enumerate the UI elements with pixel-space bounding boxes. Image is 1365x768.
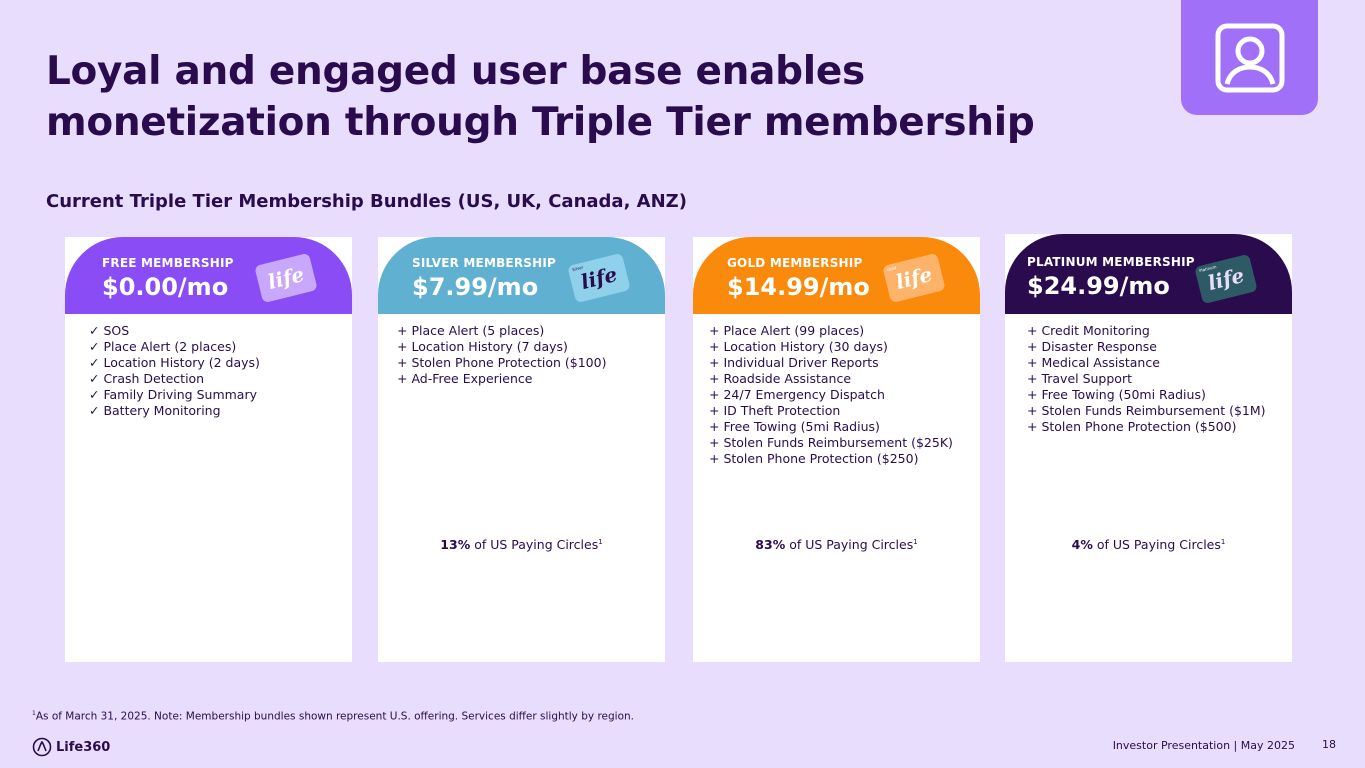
list-item: + Stolen Phone Protection ($100)	[397, 355, 607, 370]
section-subtitle: Current Triple Tier Membership Bundles (…	[46, 191, 687, 212]
title-line-2: monetization through Triple Tier members…	[46, 100, 1035, 145]
list-item: + Medical Assistance	[1027, 355, 1160, 370]
feature-list: ✓ SOS ✓ Place Alert (2 places) ✓ Locatio…	[65, 314, 352, 419]
plan-card-gold: GOLD MEMBERSHIP $14.99/mo Gold life + Pl…	[693, 237, 980, 662]
paying-circles-share: 83% of US Paying Circles1	[693, 537, 980, 552]
list-item: + ID Theft Protection	[709, 403, 841, 418]
brand-name: Life360	[56, 739, 111, 755]
list-item: + Individual Driver Reports	[709, 355, 879, 370]
list-item: + Location History (7 days)	[397, 339, 568, 354]
feature-list: + Place Alert (5 places) + Location Hist…	[378, 314, 665, 387]
list-item: + 24/7 Emergency Dispatch	[709, 387, 885, 402]
list-item: ✓ Crash Detection	[89, 371, 205, 386]
plan-price: $0.00/mo	[102, 273, 229, 301]
plan-price: $24.99/mo	[1027, 272, 1170, 300]
list-item: + Disaster Response	[1027, 339, 1157, 354]
list-item: + Place Alert (99 places)	[709, 323, 865, 338]
card-logo-text: life	[578, 261, 620, 295]
feature-list: + Place Alert (99 places) + Location His…	[693, 314, 980, 467]
page-title: Loyal and engaged user base enables mone…	[46, 46, 1046, 148]
share-percent: 4%	[1071, 537, 1093, 552]
list-item: + Free Towing (5mi Radius)	[709, 419, 880, 434]
profile-badge	[1181, 0, 1318, 115]
footnote-text: As of March 31, 2025. Note: Membership b…	[35, 710, 634, 723]
paying-circles-share: 4% of US Paying Circles1	[1005, 537, 1292, 552]
footnote-marker: 1	[1220, 537, 1226, 546]
share-percent: 83%	[755, 537, 786, 552]
footnote: 1As of March 31, 2025. Note: Membership …	[32, 710, 634, 723]
list-item: + Stolen Funds Reimbursement ($25K)	[709, 435, 953, 450]
plan-header: SILVER MEMBERSHIP $7.99/mo Silver life	[378, 237, 665, 314]
card-logo-text: life	[265, 261, 307, 295]
list-item: + Stolen Funds Reimbursement ($1M)	[1027, 403, 1266, 418]
list-item: + Place Alert (5 places)	[397, 323, 545, 338]
share-label: of US Paying Circles	[470, 537, 599, 552]
share-label: of US Paying Circles	[785, 537, 914, 552]
footnote-marker: 1	[913, 537, 918, 546]
footer-label: Investor Presentation | May 2025	[1112, 739, 1295, 752]
feature-list: + Credit Monitoring + Disaster Response …	[1005, 314, 1292, 435]
life360-logo-icon	[32, 737, 52, 757]
plan-header: PLATINUM MEMBERSHIP $24.99/mo Platinum l…	[1005, 234, 1292, 314]
list-item: + Stolen Phone Protection ($250)	[709, 451, 919, 466]
plan-price: $7.99/mo	[412, 273, 539, 301]
share-label: of US Paying Circles	[1092, 537, 1221, 552]
plan-header: FREE MEMBERSHIP $0.00/mo life	[65, 237, 352, 314]
list-item: ✓ SOS	[89, 323, 130, 338]
list-item: + Stolen Phone Protection ($500)	[1027, 419, 1237, 434]
list-item: + Ad-Free Experience	[397, 371, 533, 386]
plan-name: SILVER MEMBERSHIP	[412, 256, 557, 270]
list-item: + Credit Monitoring	[1027, 323, 1150, 338]
paying-circles-share: 13% of US Paying Circles1	[378, 537, 665, 552]
list-item: + Travel Support	[1027, 371, 1132, 386]
brand-logo: Life360	[32, 737, 110, 757]
user-profile-icon	[1215, 23, 1284, 92]
footnote-marker: 1	[598, 537, 603, 546]
list-item: + Location History (30 days)	[709, 339, 888, 354]
share-percent: 13%	[440, 537, 471, 552]
plan-card-silver: SILVER MEMBERSHIP $7.99/mo Silver life +…	[378, 237, 665, 662]
plan-card-free: FREE MEMBERSHIP $0.00/mo life ✓ SOS ✓ Pl…	[65, 237, 352, 662]
plan-card-platinum: PLATINUM MEMBERSHIP $24.99/mo Platinum l…	[1005, 234, 1292, 662]
footnote-marker: 1	[32, 710, 36, 717]
list-item: + Free Towing (50mi Radius)	[1027, 387, 1206, 402]
plan-name: PLATINUM MEMBERSHIP	[1027, 255, 1195, 269]
page-number: 18	[1322, 738, 1336, 751]
plan-name: GOLD MEMBERSHIP	[727, 256, 863, 270]
plan-price: $14.99/mo	[727, 273, 870, 301]
list-item: ✓ Location History (2 days)	[89, 355, 260, 370]
list-item: + Roadside Assistance	[709, 371, 852, 386]
plan-header: GOLD MEMBERSHIP $14.99/mo Gold life	[693, 237, 980, 314]
list-item: ✓ Battery Monitoring	[89, 403, 221, 418]
title-line-1: Loyal and engaged user base enables	[46, 49, 865, 94]
list-item: ✓ Family Driving Summary	[89, 387, 257, 402]
list-item: ✓ Place Alert (2 places)	[89, 339, 237, 354]
card-logo-text: life	[893, 261, 935, 295]
plan-name: FREE MEMBERSHIP	[102, 256, 234, 270]
